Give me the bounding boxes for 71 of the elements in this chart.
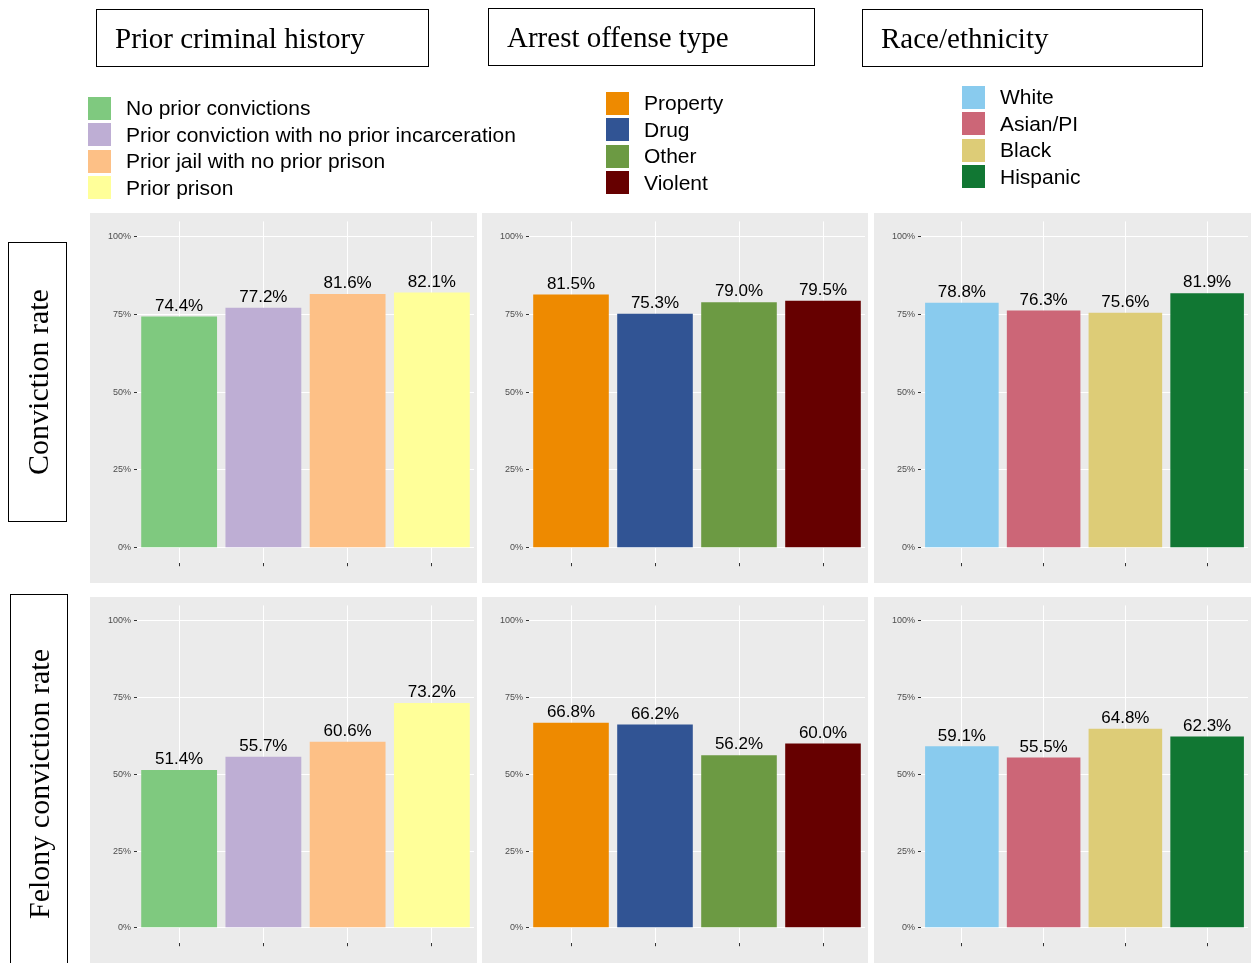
legend-label: Drug	[644, 116, 690, 143]
y-tick-label: 100%	[499, 615, 523, 626]
legend-label: Violent	[644, 169, 708, 196]
y-axis-title: Conviction rate	[20, 289, 55, 475]
y-tick-label: 25%	[504, 845, 523, 856]
y-tick-label: 75%	[504, 309, 523, 320]
data-label: 81.9%	[1183, 272, 1232, 292]
legend-label: White	[1000, 84, 1054, 110]
data-label: 59.1%	[937, 725, 986, 745]
legend-label: Prior prison	[126, 174, 234, 201]
y-tick-label: 75%	[896, 309, 915, 320]
data-label: 56.2%	[714, 734, 764, 754]
chart-title: Race/ethnicity	[862, 9, 1203, 67]
data-label: 79.0%	[714, 281, 764, 301]
y-tick-label: 25%	[896, 845, 915, 856]
data-label: 79.5%	[798, 279, 848, 299]
y-tick-label: 100%	[891, 615, 915, 626]
data-label: 66.8%	[546, 701, 596, 721]
data-label: 51.4%	[155, 749, 204, 769]
legend-label: Asian/PI	[1000, 110, 1079, 137]
data-label: 55.7%	[239, 735, 288, 755]
y-tick-label: 50%	[896, 386, 915, 397]
data-label: 62.3%	[1183, 715, 1232, 735]
y-tick-label: 75%	[896, 692, 915, 703]
data-label: 64.8%	[1101, 708, 1150, 728]
y-axis-title: Felony conviction rate	[22, 649, 56, 919]
y-tick-label: 50%	[504, 768, 523, 779]
y-tick-label: 75%	[112, 309, 131, 320]
y-tick-label: 100%	[107, 231, 131, 242]
data-label: 78.8%	[937, 282, 986, 301]
legend-label: Property	[644, 90, 724, 116]
y-tick-label: 100%	[499, 231, 523, 242]
data-label: 75.6%	[1101, 291, 1150, 311]
legend-label: Prior conviction with no prior incarceration	[126, 121, 516, 148]
data-label: 77.2%	[239, 286, 288, 306]
y-tick-label: 0%	[901, 542, 915, 553]
y-tick-label: 50%	[112, 386, 131, 397]
y-tick-label: 50%	[112, 768, 131, 779]
y-tick-label: 0%	[117, 922, 131, 933]
data-label: 66.2%	[630, 703, 680, 723]
y-tick-label: 25%	[112, 845, 131, 856]
y-tick-label: 50%	[504, 386, 523, 397]
legend-label: Black	[1000, 137, 1052, 163]
data-label: 81.5%	[546, 273, 596, 293]
y-tick-label: 0%	[509, 922, 523, 933]
data-label: 55.5%	[1019, 736, 1068, 756]
y-tick-label: 0%	[117, 542, 131, 553]
legend-label: Hispanic	[1000, 163, 1081, 190]
legend-label: Prior jail with no prior prison	[126, 148, 386, 174]
data-label: 73.2%	[407, 682, 456, 702]
data-label: 81.6%	[323, 273, 372, 293]
y-tick-label: 75%	[504, 692, 523, 703]
data-label: 82.1%	[407, 271, 456, 291]
chart-title: Arrest offense type	[488, 8, 815, 66]
data-label: 74.4%	[155, 295, 204, 315]
legend-label: No prior convictions	[126, 95, 311, 121]
y-tick-label: 50%	[896, 768, 915, 779]
data-label: 60.0%	[798, 722, 848, 742]
y-tick-label: 0%	[901, 922, 915, 933]
data-label: 76.3%	[1019, 289, 1068, 309]
y-tick-label: 100%	[891, 231, 915, 242]
y-tick-label: 100%	[107, 615, 131, 626]
y-tick-label: 25%	[504, 464, 523, 475]
y-tick-label: 75%	[112, 692, 131, 703]
y-tick-label: 0%	[509, 542, 523, 553]
data-label: 60.6%	[323, 720, 372, 740]
chart-title: Prior criminal history	[96, 9, 429, 67]
data-label: 75.3%	[630, 292, 680, 312]
legend-label: Other	[644, 143, 697, 169]
y-tick-label: 25%	[112, 464, 131, 475]
y-tick-label: 25%	[896, 464, 915, 475]
